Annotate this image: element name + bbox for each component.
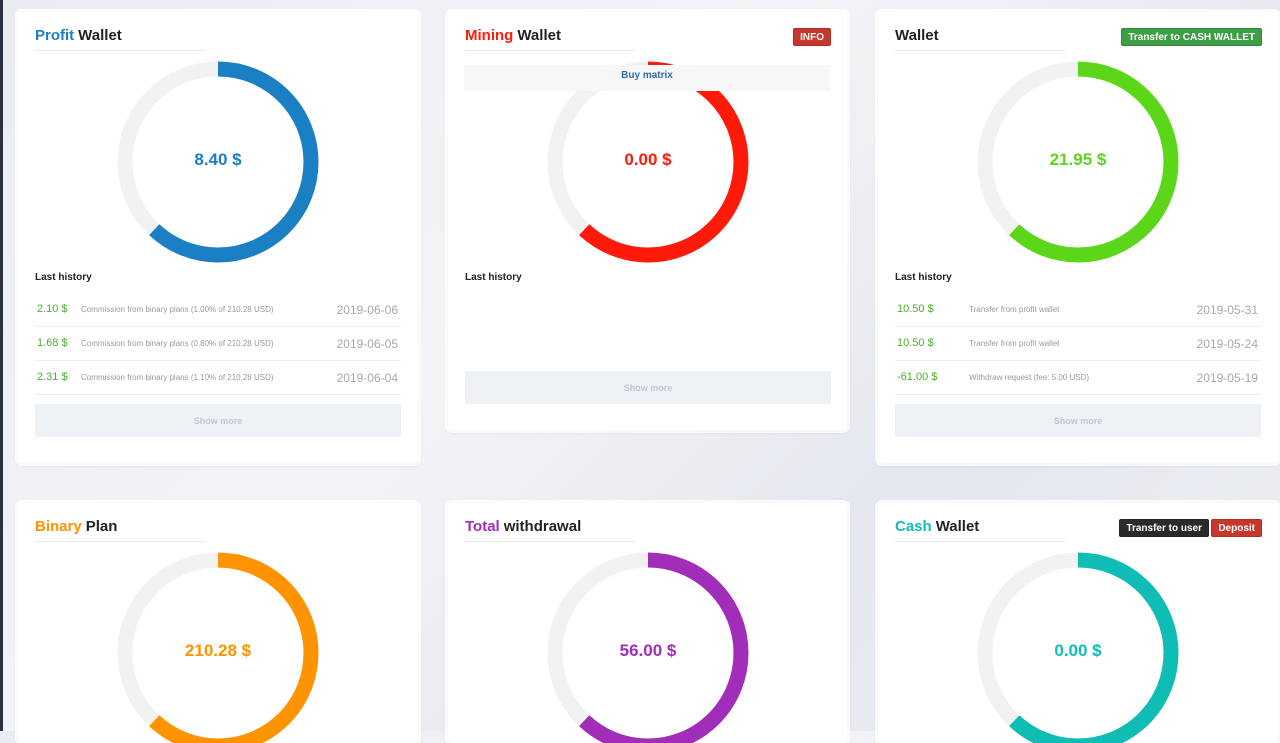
binary-plan-gauge: 210.28 $	[115, 550, 321, 743]
title-rest: Plan	[85, 518, 118, 535]
title-rest: withdrawal	[503, 518, 582, 535]
history-amount: 2.31 $	[37, 371, 68, 383]
profit-wallet-card: Profit Wallet 8.40 $ Last history 2.10 $ …	[18, 12, 418, 463]
total-withdrawal-title: Total withdrawal	[465, 518, 635, 542]
wallet-show-more-button[interactable]: Show more	[895, 404, 1261, 437]
history-amount: 1.68 $	[37, 337, 68, 349]
wallet-balance: 21.95 $	[1049, 150, 1107, 169]
history-amount: -61.00 $	[897, 371, 938, 383]
deposit-button[interactable]: Deposit	[1211, 519, 1262, 537]
cash-wallet-title: Cash Wallet	[895, 518, 1065, 542]
title-accent: Mining	[465, 27, 514, 44]
history-description: Transfer from profit wallet	[969, 305, 1060, 314]
history-row: -61.00 $ Withdraw request (fee: 5.00 USD…	[895, 360, 1261, 395]
buy-matrix-link[interactable]: Buy matrix	[464, 65, 830, 91]
gauge-arc	[117, 61, 319, 263]
history-description: Commission from binary plans (1.10% of 2…	[81, 373, 274, 382]
page-left-edge	[0, 0, 3, 731]
history-label: Last history	[35, 272, 92, 283]
cash-wallet-card: Cash Wallet Transfer to user Deposit 0.00…	[878, 503, 1278, 743]
profit-wallet-balance: 8.40 $	[194, 150, 242, 169]
total-withdrawal-gauge: 56.00 $	[545, 550, 751, 743]
history-date: 2019-06-06	[336, 303, 398, 317]
binary-plan-title: Binary Plan	[35, 518, 205, 542]
mining-show-more-button[interactable]: Show more	[465, 371, 831, 404]
transfer-to-cash-wallet-button[interactable]: Transfer to CASH WALLET	[1121, 28, 1262, 46]
history-label: Last history	[465, 272, 522, 283]
transfer-to-user-button[interactable]: Transfer to user	[1119, 519, 1209, 537]
history-row: 10.50 $ Transfer from profit wallet 2019…	[895, 292, 1261, 327]
history-date: 2019-06-04	[336, 371, 398, 385]
history-date: 2019-05-31	[1196, 303, 1258, 317]
history-label: Last history	[895, 272, 952, 283]
history-amount: 10.50 $	[897, 337, 934, 349]
history-description: Transfer from profit wallet	[969, 339, 1060, 348]
binary-plan-card: Binary Plan 210.28 $	[18, 503, 418, 743]
binary-plan-balance: 210.28 $	[184, 641, 252, 660]
history-description: Withdraw request (fee: 5.00 USD)	[969, 373, 1090, 382]
cash-wallet-gauge: 0.00 $	[975, 550, 1181, 743]
info-button[interactable]: INFO	[793, 28, 831, 46]
title-rest: Wallet	[78, 27, 122, 44]
history-date: 2019-05-24	[1196, 337, 1258, 351]
mining-wallet-balance: 0.00 $	[624, 150, 672, 169]
wallet-card: Wallet Transfer to CASH WALLET 21.95 $ L…	[878, 12, 1278, 463]
history-date: 2019-06-05	[336, 337, 398, 351]
mining-wallet-title: Mining Wallet	[465, 27, 635, 51]
history-row: 10.50 $ Transfer from profit wallet 2019…	[895, 326, 1261, 361]
title-rest: Wallet	[895, 27, 939, 44]
history-date: 2019-05-19	[1196, 371, 1258, 385]
cash-wallet-balance: 0.00 $	[1054, 641, 1102, 660]
profit-show-more-button[interactable]: Show more	[35, 404, 401, 437]
mining-wallet-card: Mining Wallet INFO Buy matrix 0.00 $ Last…	[448, 12, 847, 430]
title-accent: Profit	[35, 27, 75, 44]
history-row: 2.31 $ Commission from binary plans (1.1…	[35, 360, 401, 395]
history-description: Commission from binary plans (1.00% of 2…	[81, 305, 274, 314]
gauge-arc	[547, 552, 749, 743]
wallet-title: Wallet	[895, 27, 1065, 51]
title-rest: Wallet	[935, 518, 980, 535]
title-accent: Cash	[895, 518, 932, 535]
title-accent: Binary	[35, 518, 82, 535]
profit-wallet-title: Profit Wallet	[35, 27, 205, 51]
history-row: 1.68 $ Commission from binary plans (0.8…	[35, 326, 401, 361]
history-description: Commission from binary plans (0.80% of 2…	[81, 339, 274, 348]
profit-wallet-gauge: 8.40 $	[115, 59, 321, 265]
history-amount: 10.50 $	[897, 303, 934, 315]
total-withdrawal-card: Total withdrawal 56.00 $	[448, 503, 847, 743]
total-withdrawal-amount: 56.00 $	[619, 641, 677, 660]
gauge-arc	[977, 552, 1179, 743]
gauge-arc	[977, 61, 1179, 263]
title-accent: Total	[465, 518, 500, 535]
title-rest: Wallet	[517, 27, 561, 44]
history-row: 2.10 $ Commission from binary plans (1.0…	[35, 292, 401, 327]
history-amount: 2.10 $	[37, 303, 68, 315]
gauge-arc	[117, 552, 319, 743]
wallet-gauge: 21.95 $	[975, 59, 1181, 265]
